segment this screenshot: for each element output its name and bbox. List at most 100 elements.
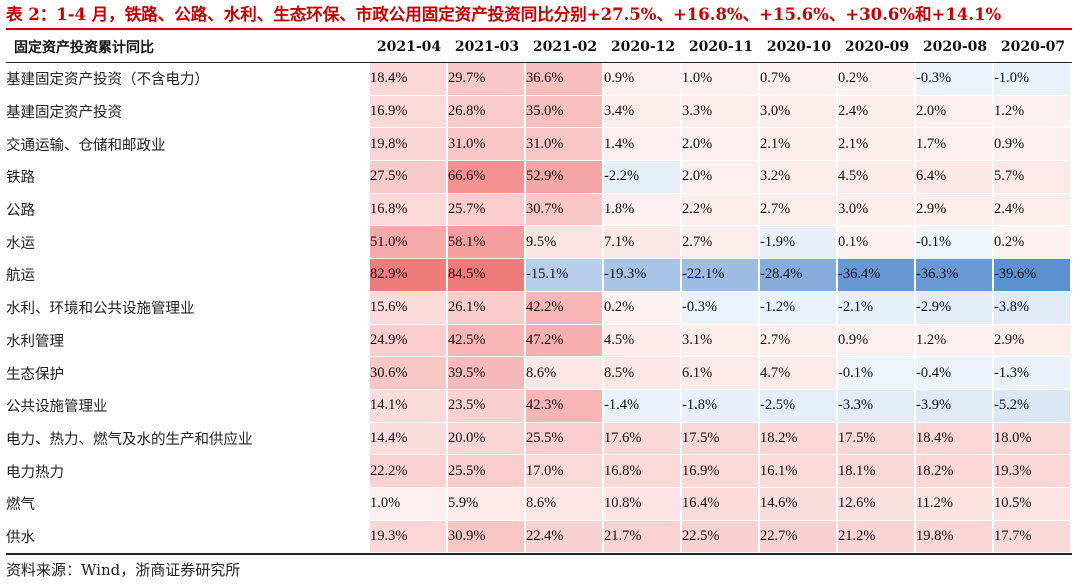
column-header: 2021-02 <box>526 32 604 63</box>
value-cell: -22.1% <box>682 259 760 292</box>
value-cell: -0.1% <box>838 357 916 390</box>
value-cell: 3.0% <box>760 95 838 129</box>
column-header: 2020-12 <box>604 32 682 63</box>
value-cell: 17.5% <box>838 422 916 456</box>
value-cell: -1.4% <box>604 389 682 423</box>
value-cell: 15.6% <box>370 291 448 325</box>
value-cell: -28.4% <box>760 259 838 292</box>
value-cell: -1.0% <box>994 63 1072 96</box>
value-cell: 3.0% <box>838 193 916 227</box>
value-cell: 1.4% <box>604 128 682 162</box>
row-label: 水运 <box>6 226 370 260</box>
value-cell: -2.9% <box>916 291 994 325</box>
row-label: 公路 <box>6 193 370 227</box>
table-row: 电力、热力、燃气及水的生产和供应业 14.4% 20.0% 25.5% 17.6% 17.… <box>6 422 1072 456</box>
value-cell: 16.1% <box>760 455 838 488</box>
value-cell: 2.4% <box>838 95 916 129</box>
value-cell: -2.2% <box>604 161 682 194</box>
column-header: 2020-10 <box>760 32 838 63</box>
row-label: 航运 <box>6 259 370 292</box>
table-row: 电力热力 22.2% 25.5% 17.0% 16.8% 16.9% 16.1% 18.1% 1… <box>6 455 1072 488</box>
value-cell: 12.6% <box>838 487 916 521</box>
value-cell: -1.3% <box>994 357 1072 390</box>
value-cell: 7.1% <box>604 226 682 260</box>
value-cell: 2.0% <box>682 161 760 194</box>
value-cell: -19.3% <box>604 259 682 292</box>
row-label: 生态保护 <box>6 357 370 390</box>
value-cell: 19.8% <box>370 128 448 162</box>
value-cell: 30.7% <box>526 193 604 227</box>
value-cell: 14.4% <box>370 422 448 456</box>
source-note: 资料来源：Wind，浙商证券研究所 <box>6 561 241 579</box>
table-row: 公共设施管理业 14.1% 23.5% 42.3% -1.4% -1.8% -2.5% -3.… <box>6 389 1072 423</box>
row-label: 燃气 <box>6 487 370 521</box>
value-cell: -39.6% <box>994 259 1072 292</box>
value-cell: -36.4% <box>838 259 916 292</box>
value-cell: 2.7% <box>760 193 838 227</box>
value-cell: 42.3% <box>526 389 604 423</box>
value-cell: 4.5% <box>604 324 682 358</box>
value-cell: 17.7% <box>994 520 1072 554</box>
value-cell: 16.8% <box>370 193 448 227</box>
row-label: 电力热力 <box>6 455 370 488</box>
value-cell: -3.8% <box>994 291 1072 325</box>
value-cell: 0.2% <box>838 63 916 96</box>
value-cell: 35.0% <box>526 95 604 129</box>
value-cell: 4.7% <box>760 357 838 390</box>
value-cell: 22.7% <box>760 520 838 554</box>
value-cell: 8.6% <box>526 487 604 521</box>
row-label: 电力、热力、燃气及水的生产和供应业 <box>6 422 370 456</box>
value-cell: 18.2% <box>760 422 838 456</box>
value-cell: 19.3% <box>370 520 448 554</box>
value-cell: -36.3% <box>916 259 994 292</box>
table-body: 基建固定资产投资（不含电力） 18.4% 29.7% 36.6% 0.9% 1.0% 0.7… <box>6 63 1072 554</box>
value-cell: -3.3% <box>838 389 916 423</box>
value-cell: 1.0% <box>682 63 760 96</box>
row-label: 交通运输、仓储和邮政业 <box>6 128 370 162</box>
value-cell: 31.0% <box>448 128 526 162</box>
value-cell: 3.4% <box>604 95 682 129</box>
value-cell: 18.0% <box>994 422 1072 456</box>
value-cell: 5.7% <box>994 161 1072 194</box>
value-cell: 66.6% <box>448 161 526 194</box>
table-row: 水利管理 24.9% 42.5% 47.2% 4.5% 3.1% 2.7% 0.9% 1.2% 2… <box>6 324 1072 358</box>
value-cell: 21.2% <box>838 520 916 554</box>
value-cell: 0.2% <box>604 291 682 325</box>
row-label: 水利、环境和公共设施管理业 <box>6 291 370 325</box>
value-cell: 2.1% <box>838 128 916 162</box>
value-cell: 6.1% <box>682 357 760 390</box>
column-header: 2020-08 <box>916 32 994 63</box>
value-cell: 1.8% <box>604 193 682 227</box>
table-row: 基建固定资产投资 16.9% 26.8% 35.0% 3.4% 3.3% 3.0% 2.4% 2… <box>6 95 1072 129</box>
value-cell: 22.4% <box>526 520 604 554</box>
value-cell: 2.2% <box>682 193 760 227</box>
value-cell: 1.0% <box>370 487 448 521</box>
value-cell: 26.8% <box>448 95 526 129</box>
column-header: 2020-09 <box>838 32 916 63</box>
value-cell: 14.1% <box>370 389 448 423</box>
value-cell: -0.3% <box>916 63 994 96</box>
value-cell: 29.7% <box>448 63 526 96</box>
value-cell: 3.1% <box>682 324 760 358</box>
value-cell: -5.2% <box>994 389 1072 423</box>
value-cell: 17.6% <box>604 422 682 456</box>
row-label: 水利管理 <box>6 324 370 358</box>
value-cell: 10.8% <box>604 487 682 521</box>
value-cell: 0.7% <box>760 63 838 96</box>
value-cell: -2.5% <box>760 389 838 423</box>
value-cell: 22.2% <box>370 455 448 488</box>
value-cell: 14.6% <box>760 487 838 521</box>
value-cell: 30.6% <box>370 357 448 390</box>
value-cell: -3.9% <box>916 389 994 423</box>
value-cell: 16.4% <box>682 487 760 521</box>
column-header: 2021-04 <box>370 32 448 63</box>
table-row: 公路 16.8% 25.7% 30.7% 1.8% 2.2% 2.7% 3.0% 2.9% 2.4… <box>6 193 1072 227</box>
value-cell: 82.9% <box>370 259 448 292</box>
row-label: 供水 <box>6 520 370 554</box>
value-cell: 1.2% <box>916 324 994 358</box>
value-cell: 84.5% <box>448 259 526 292</box>
value-cell: 36.6% <box>526 63 604 96</box>
value-cell: 58.1% <box>448 226 526 260</box>
value-cell: 19.3% <box>994 455 1072 488</box>
value-cell: 24.9% <box>370 324 448 358</box>
